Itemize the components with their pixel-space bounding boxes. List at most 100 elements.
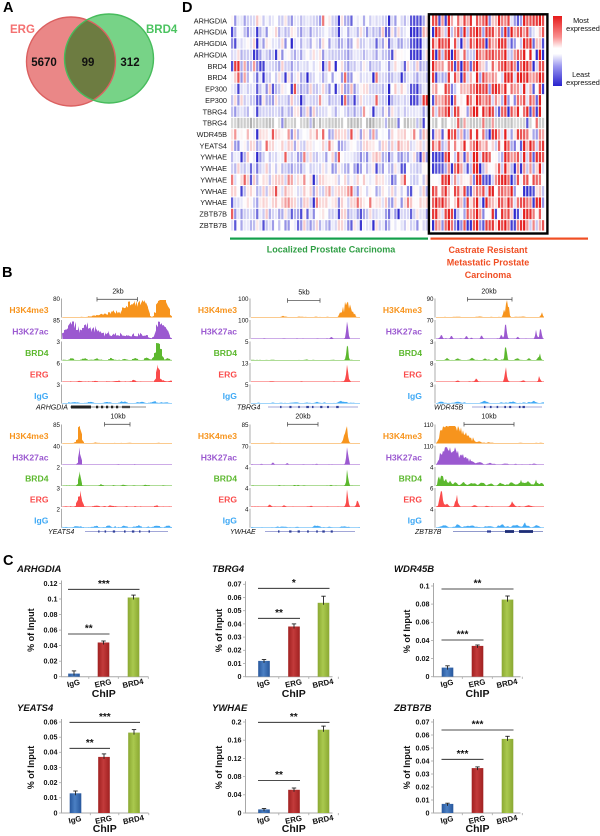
svg-text:3: 3 — [430, 339, 434, 346]
svg-text:3: 3 — [57, 486, 61, 493]
svg-text:0.08: 0.08 — [44, 610, 58, 619]
svg-text:90: 90 — [427, 296, 434, 303]
svg-text:2kb: 2kb — [112, 289, 123, 296]
svg-text:Most: Most — [573, 16, 589, 25]
svg-text:4: 4 — [430, 465, 434, 472]
svg-text:10kb: 10kb — [481, 414, 496, 421]
svg-text:0.02: 0.02 — [416, 782, 430, 791]
svg-text:**: ** — [290, 712, 298, 723]
svg-text:Least: Least — [572, 70, 590, 79]
svg-text:BRD4: BRD4 — [25, 348, 49, 358]
svg-text:4: 4 — [245, 486, 249, 493]
svg-text:***: *** — [99, 712, 111, 723]
svg-text:0: 0 — [54, 808, 58, 817]
svg-text:YWHAE: YWHAE — [200, 176, 227, 185]
svg-text:H3K27ac: H3K27ac — [12, 452, 49, 462]
svg-text:0: 0 — [426, 672, 430, 681]
svg-text:100: 100 — [238, 296, 249, 303]
svg-text:20kb: 20kb — [295, 414, 310, 421]
svg-text:IgG: IgG — [34, 515, 49, 525]
svg-text:BRD4: BRD4 — [399, 348, 423, 358]
svg-text:4: 4 — [245, 465, 249, 472]
svg-text:ARHGDIA: ARHGDIA — [194, 39, 227, 48]
svg-text:0.06: 0.06 — [416, 618, 430, 627]
svg-text:0: 0 — [54, 672, 58, 681]
svg-text:ZBTB7B: ZBTB7B — [414, 529, 442, 536]
svg-text:6: 6 — [430, 486, 434, 493]
svg-text:YWHAE: YWHAE — [200, 198, 227, 207]
svg-text:0.06: 0.06 — [228, 593, 242, 602]
svg-text:BRD4: BRD4 — [208, 73, 227, 82]
svg-text:H3K4me3: H3K4me3 — [9, 305, 48, 315]
svg-text:20kb: 20kb — [481, 289, 496, 296]
svg-text:ERG: ERG — [403, 495, 422, 505]
svg-text:ERG: ERG — [468, 814, 486, 826]
svg-text:**: ** — [275, 608, 283, 619]
svg-text:0: 0 — [238, 808, 242, 817]
svg-text:6: 6 — [57, 361, 61, 368]
svg-text:ARHGDIA: ARHGDIA — [194, 28, 227, 37]
svg-text:H3K27ac: H3K27ac — [12, 327, 49, 337]
svg-text:% of Input: % of Input — [214, 609, 224, 653]
svg-text:IgG: IgG — [408, 391, 423, 401]
svg-text:H3K4me3: H3K4me3 — [198, 431, 237, 441]
svg-text:0.05: 0.05 — [228, 606, 242, 615]
svg-text:IgG: IgG — [68, 814, 83, 826]
svg-text:IgG: IgG — [223, 515, 238, 525]
svg-text:0.04: 0.04 — [228, 619, 242, 628]
svg-text:ZBTB7B: ZBTB7B — [199, 210, 227, 219]
svg-text:5: 5 — [245, 382, 249, 389]
svg-text:5: 5 — [245, 339, 249, 346]
svg-text:80: 80 — [53, 296, 60, 303]
svg-text:**: ** — [85, 624, 93, 635]
svg-text:***: *** — [457, 749, 469, 760]
svg-text:IgG: IgG — [256, 678, 271, 690]
svg-text:BRD4: BRD4 — [214, 474, 238, 484]
svg-text:85: 85 — [53, 422, 60, 429]
svg-text:YWHAE: YWHAE — [200, 187, 227, 196]
svg-text:10kb: 10kb — [110, 414, 125, 421]
svg-text:0.01: 0.01 — [228, 659, 242, 668]
svg-text:0.07: 0.07 — [228, 580, 242, 589]
svg-text:H3K27ac: H3K27ac — [386, 327, 423, 337]
svg-text:0.12: 0.12 — [228, 754, 242, 763]
svg-text:3: 3 — [57, 339, 61, 346]
svg-text:0.02: 0.02 — [44, 778, 58, 787]
svg-text:ERG: ERG — [94, 814, 112, 826]
svg-text:Castrate Resistant: Castrate Resistant — [448, 245, 527, 255]
svg-text:Metastatic Prostate: Metastatic Prostate — [447, 258, 530, 268]
svg-text:2: 2 — [57, 465, 61, 472]
svg-text:ChIP: ChIP — [466, 688, 490, 700]
svg-text:**: ** — [275, 770, 283, 781]
svg-text:WDR45B: WDR45B — [434, 405, 464, 412]
svg-text:0.06: 0.06 — [44, 626, 58, 635]
svg-text:0.06: 0.06 — [44, 717, 58, 726]
svg-text:ARHGDIA: ARHGDIA — [194, 16, 227, 25]
svg-text:YEATS4: YEATS4 — [200, 141, 227, 150]
svg-text:40: 40 — [53, 444, 60, 451]
svg-text:BRD4: BRD4 — [312, 677, 335, 690]
svg-text:***: *** — [98, 579, 110, 590]
svg-text:EP300: EP300 — [205, 96, 227, 105]
svg-text:0.04: 0.04 — [44, 748, 58, 757]
svg-text:ERG: ERG — [30, 370, 49, 380]
svg-text:ARHGDIA: ARHGDIA — [35, 405, 68, 412]
svg-text:99: 99 — [82, 57, 95, 69]
svg-text:0.02: 0.02 — [416, 654, 430, 663]
svg-text:0.05: 0.05 — [44, 733, 58, 742]
svg-text:0.1: 0.1 — [48, 594, 58, 603]
svg-text:*: * — [292, 578, 296, 589]
svg-text:H3K27ac: H3K27ac — [201, 327, 238, 337]
svg-text:0.2: 0.2 — [232, 717, 242, 726]
svg-text:H3K4me3: H3K4me3 — [198, 305, 237, 315]
svg-text:ERG: ERG — [218, 495, 237, 505]
svg-text:ERG: ERG — [284, 814, 302, 826]
svg-text:BRD4: BRD4 — [496, 813, 519, 826]
svg-text:13: 13 — [242, 361, 249, 368]
svg-text:TBRG4: TBRG4 — [203, 119, 227, 128]
svg-text:ERG: ERG — [403, 370, 422, 380]
svg-text:TBRG4: TBRG4 — [212, 564, 245, 575]
svg-text:ARHGDIA: ARHGDIA — [194, 50, 227, 59]
svg-text:TBRG4: TBRG4 — [237, 405, 260, 412]
svg-text:IgG: IgG — [66, 678, 81, 690]
